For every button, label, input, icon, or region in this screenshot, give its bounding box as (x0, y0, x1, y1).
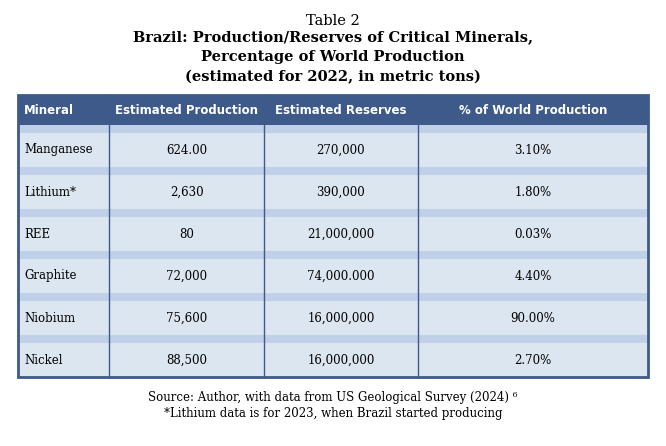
Text: Mineral: Mineral (24, 103, 74, 116)
Text: 80: 80 (179, 227, 194, 240)
Text: 2.70%: 2.70% (514, 354, 551, 367)
Text: 75,600: 75,600 (166, 311, 207, 325)
Text: Source: Author, with data from US Geological Survey (2024) ⁶: Source: Author, with data from US Geolog… (149, 391, 517, 404)
Bar (18, 133, 648, 167)
Bar (18, 95, 648, 377)
Text: Estimated Reserves: Estimated Reserves (275, 103, 407, 116)
Text: Nickel: Nickel (24, 354, 63, 367)
Bar (18, 95, 648, 125)
Text: 3.10%: 3.10% (514, 144, 551, 157)
Bar (18, 251, 648, 259)
Text: 390,000: 390,000 (316, 186, 365, 198)
Bar (18, 343, 648, 377)
Bar (18, 259, 648, 293)
Text: Manganese: Manganese (24, 144, 93, 157)
Text: Table 2: Table 2 (306, 14, 360, 28)
Text: 270,000: 270,000 (316, 144, 365, 157)
Bar (18, 301, 648, 335)
Text: 74,000.000: 74,000.000 (307, 269, 374, 282)
Text: (estimated for 2022, in metric tons): (estimated for 2022, in metric tons) (185, 70, 481, 84)
Text: % of World Production: % of World Production (459, 103, 607, 116)
Text: 624.00: 624.00 (166, 144, 207, 157)
Text: Niobium: Niobium (24, 311, 75, 325)
Bar (18, 175, 648, 209)
Text: 2,630: 2,630 (170, 186, 203, 198)
Text: Estimated Production: Estimated Production (115, 103, 258, 116)
Text: 16,000,000: 16,000,000 (307, 311, 374, 325)
Text: 4.40%: 4.40% (514, 269, 551, 282)
Text: 1.80%: 1.80% (514, 186, 551, 198)
Text: 21,000,000: 21,000,000 (307, 227, 374, 240)
Text: 90.00%: 90.00% (511, 311, 555, 325)
Text: REE: REE (24, 227, 50, 240)
Text: Lithium*: Lithium* (24, 186, 76, 198)
Text: 16,000,000: 16,000,000 (307, 354, 374, 367)
Text: *Lithium data is for 2023, when Brazil started producing: *Lithium data is for 2023, when Brazil s… (164, 407, 502, 420)
Text: Graphite: Graphite (24, 269, 77, 282)
Text: 72,000: 72,000 (166, 269, 207, 282)
Bar (18, 293, 648, 301)
Text: Brazil: Production/Reserves of Critical Minerals,: Brazil: Production/Reserves of Critical … (133, 30, 533, 44)
Bar (18, 335, 648, 343)
Bar (18, 209, 648, 217)
Bar (18, 167, 648, 175)
Bar (18, 125, 648, 133)
Text: 0.03%: 0.03% (514, 227, 551, 240)
Text: 88,500: 88,500 (166, 354, 207, 367)
Bar (18, 217, 648, 251)
Text: Percentage of World Production: Percentage of World Production (201, 50, 465, 64)
